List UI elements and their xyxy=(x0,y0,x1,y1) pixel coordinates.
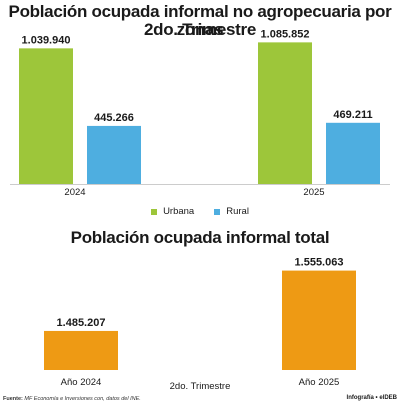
category-label-2024: 2024 xyxy=(64,187,85,198)
bar-urbana-2024 xyxy=(19,48,73,184)
category-label-total-0: Año 2024 xyxy=(61,377,102,388)
source-footer: Fuente: MF Economía e Inversiones con, d… xyxy=(3,396,141,402)
chart1-title-line1: Población ocupada informal no agropecuar… xyxy=(8,2,392,39)
chart1-legend: Urbana Rural xyxy=(0,206,400,217)
legend-label-rural: Rural xyxy=(226,206,249,217)
bar-label-urbana-2024: 1.039.940 xyxy=(22,34,71,46)
bar-label-total-1: 1.555.063 xyxy=(295,257,344,269)
legend-swatch-urbana xyxy=(151,208,158,215)
legend-swatch-rural xyxy=(214,208,221,215)
infographic-credit: Infografía • elDEB xyxy=(346,395,397,401)
legend-item-rural: Rural xyxy=(214,206,249,217)
legend-item-urbana: Urbana xyxy=(151,206,194,217)
category-label-2025: 2025 xyxy=(303,187,324,198)
bar-label-total-0: 1.485.207 xyxy=(57,317,106,329)
category-label-total-1: Año 2025 xyxy=(299,377,340,388)
chart2-subtitle: 2do. Trimestre xyxy=(169,381,231,392)
bar-urbana-2025 xyxy=(258,42,312,185)
bar-label-urbana-2025: 1.085.852 xyxy=(261,28,310,40)
bar-rural-2025 xyxy=(326,122,380,184)
bar-label-rural-2024: 445.266 xyxy=(94,112,134,124)
source-text: MF Economía e Inversiones con, datos del… xyxy=(22,396,141,402)
bar-label-rural-2025: 469.211 xyxy=(333,109,372,121)
chart1-plot: 1.039.940 445.266 2024 1.085.852 469.211 2025 xyxy=(10,28,390,198)
chart2-title: Población ocupada informal total xyxy=(70,228,330,247)
source-label: Fuente: xyxy=(3,396,23,402)
bar-total-1 xyxy=(282,270,356,370)
bar-total-0 xyxy=(44,330,118,370)
legend-label-urbana: Urbana xyxy=(163,206,195,217)
chart1-title-line2: 2do. Trimestre xyxy=(143,20,256,39)
bar-rural-2024 xyxy=(87,125,141,184)
